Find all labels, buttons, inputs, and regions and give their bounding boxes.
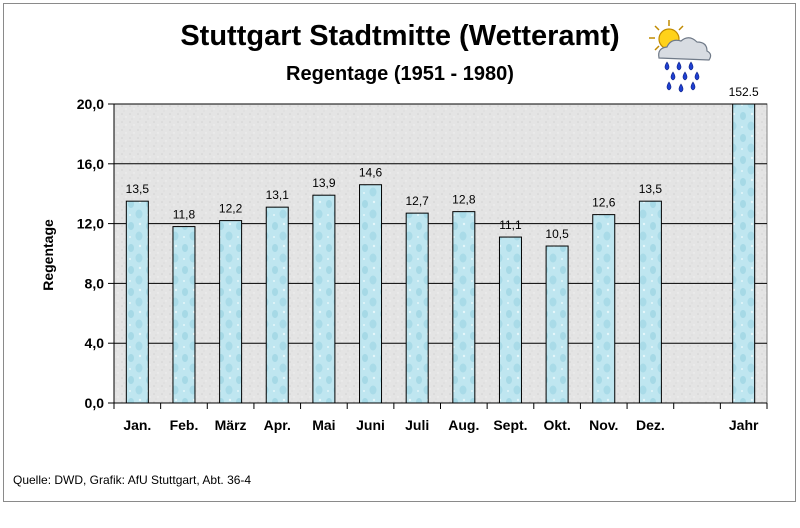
data-label: 12,6 xyxy=(592,196,616,210)
bar xyxy=(452,211,476,404)
data-label: 14,6 xyxy=(359,166,383,180)
y-tick-label: 8,0 xyxy=(85,275,105,291)
chart-subtitle: Regentage (1951 - 1980) xyxy=(286,63,514,85)
bar xyxy=(125,200,149,404)
x-tick-label: Mai xyxy=(312,417,335,433)
bar xyxy=(172,226,196,404)
y-tick-label: 0,0 xyxy=(85,395,105,411)
bar xyxy=(638,200,662,404)
data-label: 13,9 xyxy=(312,176,336,190)
bar xyxy=(592,214,616,404)
x-tick-label: Sept. xyxy=(493,417,527,433)
x-tick-label: Okt. xyxy=(543,417,570,433)
bar xyxy=(732,103,756,404)
data-label: 13,5 xyxy=(126,182,150,196)
data-label: 11,8 xyxy=(173,208,196,222)
bar xyxy=(545,245,569,404)
x-tick-label: Juli xyxy=(405,417,429,433)
bar xyxy=(359,184,383,404)
x-tick-label: Jan. xyxy=(123,417,151,433)
plot-area xyxy=(113,103,768,404)
x-tick-label: Apr. xyxy=(264,417,291,433)
sun-cloud-rain-icon xyxy=(649,20,712,93)
bar xyxy=(498,236,522,404)
source-note: Quelle: DWD, Grafik: AfU Stuttgart, Abt.… xyxy=(13,473,252,487)
y-tick-label: 12,0 xyxy=(77,216,104,232)
chart-title: Stuttgart Stadtmitte (Wetteramt) xyxy=(180,20,620,52)
data-label: 10,5 xyxy=(545,227,569,241)
data-label: 13,5 xyxy=(639,182,663,196)
x-tick-label: Dez. xyxy=(636,417,665,433)
x-tick-label: Juni xyxy=(356,417,385,433)
data-label: 12,7 xyxy=(405,194,429,208)
bar xyxy=(312,194,336,404)
y-tick-label: 4,0 xyxy=(85,335,105,351)
y-tick-label: 20,0 xyxy=(77,96,104,112)
x-tick-label: Aug. xyxy=(448,417,479,433)
data-label: 11,1 xyxy=(499,218,522,232)
bar xyxy=(265,206,289,404)
data-label: 13,1 xyxy=(266,188,290,202)
data-label: 152.5 xyxy=(729,85,759,99)
bar xyxy=(219,220,243,404)
y-tick-label: 16,0 xyxy=(77,156,104,172)
x-tick-label: Nov. xyxy=(589,417,618,433)
data-label: 12,8 xyxy=(452,193,476,207)
x-tick-label: März xyxy=(215,417,247,433)
x-tick-label: Jahr xyxy=(729,417,759,433)
x-tick-label: Feb. xyxy=(170,417,199,433)
bar xyxy=(405,212,429,404)
data-label: 12,2 xyxy=(219,202,243,216)
